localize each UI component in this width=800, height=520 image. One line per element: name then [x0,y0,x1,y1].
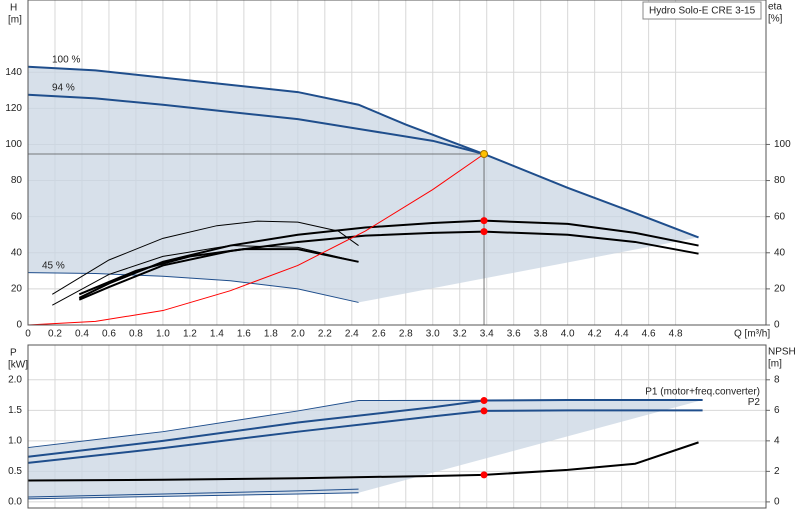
x-tick-label: 0 [25,329,31,340]
curve-label: P2 [748,397,761,408]
curve [78,230,699,301]
y-tick-label: 100 [5,139,22,150]
x-tick-label: 3.6 [507,329,521,340]
x-tick-label: 4.0 [561,329,575,340]
x-tick-label: 1.0 [156,329,170,340]
x-tick-label: 4.4 [615,329,629,340]
operating-point [480,471,488,479]
x-tick-label: 1.8 [264,329,278,340]
y2-axis-label: NPSH [768,347,796,358]
y-tick-label: 0.0 [8,497,22,508]
operating-area [28,66,699,303]
y2-tick-label: 4 [774,435,780,446]
plot-frame [27,0,767,326]
operating-point [480,397,488,405]
y2-tick-label: 60 [774,211,786,222]
x-tick-label: 0.8 [129,329,143,340]
y-tick-label: 20 [11,284,23,295]
operating-point [480,217,488,225]
curve [27,272,359,303]
y2-tick-label: 80 [774,175,786,186]
y2-tick-label: 100 [774,139,791,150]
operating-point [480,150,489,159]
curve [27,492,359,500]
operating-area [28,399,703,499]
y2-axis-label: eta [768,2,782,13]
x-tick-label: 2.4 [345,329,359,340]
y-tick-label: 1.0 [8,435,22,446]
y-tick-label: 1.5 [8,405,22,416]
x-tick-label: 1.4 [210,329,224,340]
y2-tick-label: 0 [774,320,780,331]
curve-label: 94 % [52,82,75,93]
curve-label: 100 % [52,54,80,65]
y-axis-unit: [m] [8,15,22,26]
y-tick-label: 0.5 [8,466,22,477]
curve [27,399,703,449]
y2-axis-unit: [m] [768,359,782,370]
y2-tick-label: 6 [774,405,780,416]
y-tick-label: 0 [16,320,22,331]
y-axis-label: H [10,3,17,14]
x-tick-label: 0.4 [75,329,89,340]
x-tick-label: 2.8 [399,329,413,340]
y-tick-label: 60 [11,211,23,222]
y2-tick-label: 8 [774,374,780,385]
y2-tick-label: 0 [774,497,780,508]
operating-point [480,407,488,415]
curve-label: 45 % [42,260,65,271]
x-tick-label: 4.2 [588,329,602,340]
y-tick-label: 140 [5,67,22,78]
operating-point [480,228,488,236]
x-tick-label: 4.6 [642,329,656,340]
x-tick-label: 2.6 [372,329,386,340]
x-tick-label: 3.8 [534,329,548,340]
x-tick-label: 0.6 [102,329,116,340]
curve [27,93,485,155]
y2-tick-label: 2 [774,466,780,477]
y2-axis-unit: [%] [768,14,783,25]
curve [52,220,359,295]
y-axis-label: P [10,348,17,359]
y-tick-label: 40 [11,247,23,258]
y2-tick-label: 20 [774,284,786,295]
curve [27,409,703,464]
curve [78,248,359,296]
curve [52,245,359,306]
curve-label: P1 (motor+freq.converter) [645,387,760,398]
x-tick-label: 1.2 [183,329,197,340]
chart-title: Hydro Solo-E CRE 3-15 [649,6,756,17]
y-tick-label: 80 [11,175,23,186]
x-tick-label: 3.2 [453,329,467,340]
x-tick-label: 3.4 [480,329,494,340]
x-tick-label: 4.8 [669,329,683,340]
title-box [642,1,762,20]
y-tick-label: 2.0 [8,374,22,385]
x-tick-label: 2.0 [291,329,305,340]
y-tick-label: 120 [5,103,22,114]
curve [27,65,699,239]
y2-tick-label: 40 [774,247,786,258]
curve [27,441,699,482]
curve [27,153,485,326]
y-axis-unit: [kW] [8,360,28,371]
x-tick-label: 0.2 [48,329,62,340]
x-tick-label: 2.2 [318,329,332,340]
x-tick-label: 3.0 [426,329,440,340]
x-axis-label: Q [m³/h] [734,329,770,340]
curve [27,488,359,498]
plot-frame [27,344,767,509]
x-tick-label: 1.6 [237,329,251,340]
